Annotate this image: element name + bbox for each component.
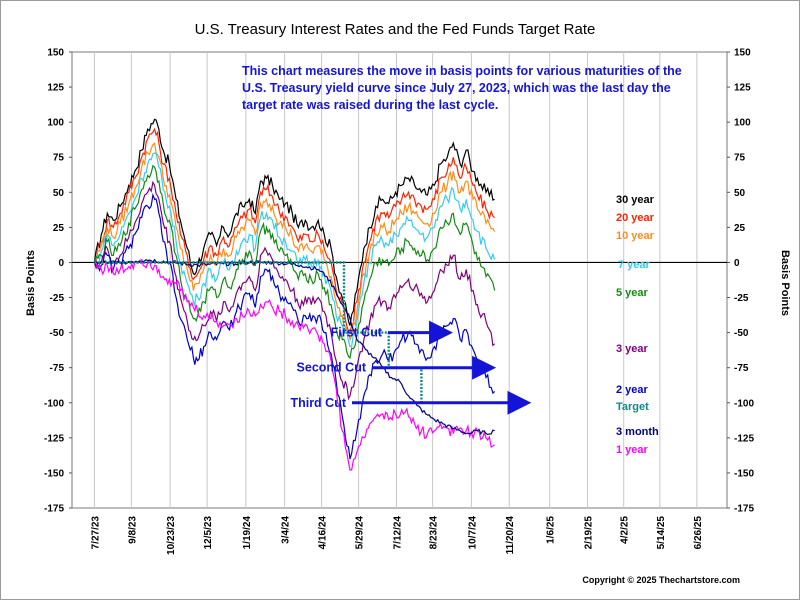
y-tick-label-left: -125 xyxy=(44,433,64,444)
y-tick-label-left: 50 xyxy=(53,188,65,199)
y-tick-label-left: -75 xyxy=(50,363,65,374)
cut-label: Second Cut xyxy=(297,361,367,375)
y-tick-label-left: -25 xyxy=(50,293,65,304)
x-tick-label: 5/29/24 xyxy=(355,516,366,550)
y-tick-label-left: 100 xyxy=(47,118,64,129)
y-tick-label-right: 75 xyxy=(734,153,746,164)
series-line-1-year xyxy=(94,258,495,471)
y-tick-label-right: -175 xyxy=(734,504,754,515)
label-3-year: 3 year xyxy=(616,343,649,355)
label-5-year: 5 year xyxy=(616,287,649,299)
y-tick-label-left: -175 xyxy=(44,504,64,515)
chart-title: U.S. Treasury Interest Rates and the Fed… xyxy=(195,21,596,38)
x-tick-label: 8/23/24 xyxy=(429,516,440,550)
y-tick-label-left: -100 xyxy=(44,398,64,409)
series-line-7-year xyxy=(93,152,496,348)
y-tick-label-right: -25 xyxy=(734,293,749,304)
y-tick-label-right: -100 xyxy=(734,398,754,409)
y-tick-label-right: -50 xyxy=(734,328,749,339)
y-tick-label-left: 125 xyxy=(47,83,64,94)
x-tick-label: 1/6/25 xyxy=(546,516,557,544)
y-tick-label-right: -125 xyxy=(734,433,754,444)
cut-label: First Cut xyxy=(331,326,383,340)
label-20-year: 20 year xyxy=(616,212,655,224)
series-lines xyxy=(93,118,496,471)
label-1-year: 1 year xyxy=(616,444,649,456)
annotation-line-2: U.S. Treasury yield curve since July 27,… xyxy=(242,81,671,95)
cut-arrows: First Cut Second Cut Third Cut xyxy=(290,320,532,415)
x-tick-label: 7/27/23 xyxy=(90,516,101,550)
x-tick-label: 4/2/25 xyxy=(620,516,631,544)
y-tick-label-left: 75 xyxy=(53,153,65,164)
series-line-10-year xyxy=(93,141,496,342)
y-tick-label-right: 125 xyxy=(734,83,751,94)
series-line-30-year xyxy=(93,118,495,326)
y-tick-label-left: 0 xyxy=(58,258,64,269)
grid xyxy=(72,52,727,508)
annotation-line-3: target rate was raised during the last c… xyxy=(242,98,498,112)
label-10-year: 10 year xyxy=(616,230,655,242)
y-tick-label-right: 50 xyxy=(734,188,746,199)
y-axis-label-right: Basis Points xyxy=(779,250,791,316)
annotation: This chart measures the move in basis po… xyxy=(242,64,682,112)
x-tick-label: 6/26/25 xyxy=(693,516,704,550)
series-line-2-year xyxy=(93,192,495,460)
x-tick-label: 5/14/25 xyxy=(656,516,667,550)
x-tick-label: 12/5/23 xyxy=(203,516,214,550)
x-tick-label: 11/20/24 xyxy=(505,516,516,555)
label-30-year: 30 year xyxy=(616,194,655,206)
y-tick-label-right: 0 xyxy=(734,258,740,269)
x-tick-label: 1/19/24 xyxy=(242,516,253,550)
x-tick-label: 2/19/25 xyxy=(584,516,595,550)
y-tick-label-right: 100 xyxy=(734,118,751,129)
label-3-month: 3 month xyxy=(616,426,659,438)
y-tick-label-right: -75 xyxy=(734,363,749,374)
y-tick-label-left: 25 xyxy=(53,223,65,234)
series-line-20-year xyxy=(94,127,495,334)
x-tick-label: 10/23/23 xyxy=(166,516,177,555)
y-tick-label-left: -150 xyxy=(44,468,64,479)
x-tick-label: 10/7/24 xyxy=(467,516,478,550)
annotation-line-1: This chart measures the move in basis po… xyxy=(242,64,682,78)
y-tick-label-right: -150 xyxy=(734,468,754,479)
series-line-5-year xyxy=(93,164,496,360)
y-tick-label-left: 150 xyxy=(47,48,64,59)
cut-label: Third Cut xyxy=(290,396,346,410)
x-tick-label: 4/16/24 xyxy=(318,516,329,550)
plot-area xyxy=(71,51,728,509)
copyright: Copyright © 2025 Thechartstore.com xyxy=(582,575,740,585)
y-tick-label-right: 150 xyxy=(734,48,751,59)
label-2-year: 2 year xyxy=(616,384,649,396)
label-7-year: 7 year xyxy=(618,259,651,271)
label-target: Target xyxy=(616,401,649,413)
y-axis-label-left: Basis Points xyxy=(25,250,37,316)
series-labels: 30 year 20 year 10 year 7 year 5 year 3 … xyxy=(616,194,659,456)
y-tick-label-right: 25 xyxy=(734,223,746,234)
y-ticks: 150 150 125 125 100 100 75 75 50 50 25 25 0 0 -25 -25 -5… xyxy=(44,48,754,515)
y-tick-label-left: -50 xyxy=(50,328,65,339)
x-tick-label: 7/12/24 xyxy=(392,516,403,550)
x-tick-label: 9/8/23 xyxy=(127,516,138,544)
x-tick-label: 3/4/24 xyxy=(281,516,292,544)
series-line-target xyxy=(94,261,495,404)
series-line-3-year xyxy=(93,180,495,401)
x-ticks: 7/27/23 9/8/23 10/23/23 12/5/23 1/19/24 3/4/2… xyxy=(90,516,703,555)
